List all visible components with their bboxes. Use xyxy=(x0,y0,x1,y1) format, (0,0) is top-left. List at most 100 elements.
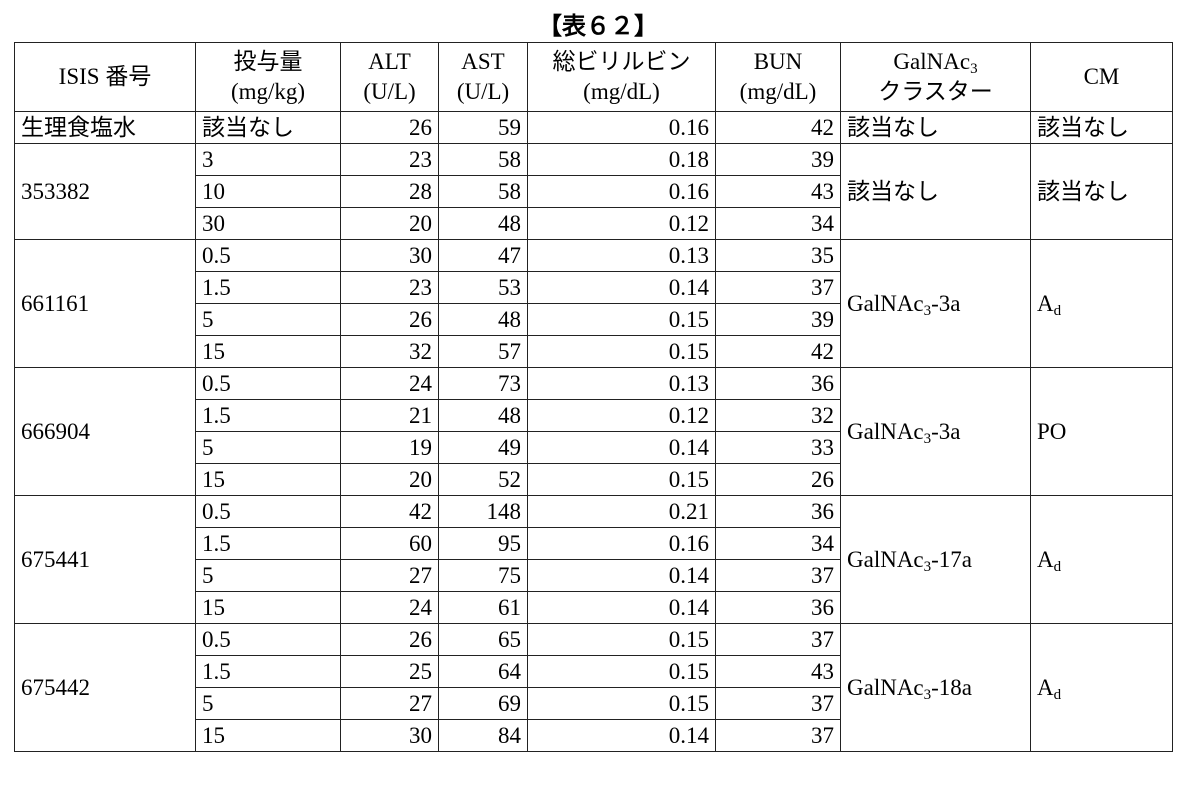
cell-text: 15 xyxy=(202,723,225,748)
cell-text: 28 xyxy=(409,179,432,204)
cluster-cell: GalNAc3-3a xyxy=(841,368,1031,496)
header-cell: GalNAc3クラスター xyxy=(841,43,1031,112)
cm-cell: Ad xyxy=(1031,240,1173,368)
value-cell: 59 xyxy=(439,112,528,144)
value-cell: 0.15 xyxy=(528,304,716,336)
dose-cell: 15 xyxy=(196,336,341,368)
value-cell: 95 xyxy=(439,528,528,560)
subscript: 3 xyxy=(970,61,978,77)
cell-text: 5 xyxy=(202,435,214,460)
value-cell: 58 xyxy=(439,144,528,176)
cell-text: 0.16 xyxy=(669,531,709,556)
cell-text: CM xyxy=(1084,64,1120,89)
subscript: d xyxy=(1054,687,1062,703)
value-cell: 0.16 xyxy=(528,176,716,208)
table-row: 6754410.5421480.2136GalNAc3-17aAd xyxy=(15,496,1173,528)
header-cell: CM xyxy=(1031,43,1173,112)
cell-text: 0.15 xyxy=(669,659,709,684)
dose-cell: 5 xyxy=(196,688,341,720)
dose-cell: 1.5 xyxy=(196,656,341,688)
subscript: d xyxy=(1054,303,1062,319)
cell-text: 49 xyxy=(498,435,521,460)
cell-text: 675442 xyxy=(21,675,90,700)
cell-text: 1.5 xyxy=(202,275,231,300)
value-cell: 27 xyxy=(341,688,439,720)
cell-text: 30 xyxy=(409,723,432,748)
text-part: -3a xyxy=(931,291,960,316)
cell-text: 20 xyxy=(409,467,432,492)
cell-text: 0.14 xyxy=(669,595,709,620)
cell-text: 0.5 xyxy=(202,627,231,652)
cell-text: 0.12 xyxy=(669,403,709,428)
cell-text: 26 xyxy=(409,307,432,332)
cluster-cell: GalNAc3-3a xyxy=(841,240,1031,368)
cell-text: 0.14 xyxy=(669,275,709,300)
cell-text: 0.14 xyxy=(669,723,709,748)
cell-text: 75 xyxy=(498,563,521,588)
value-cell: 37 xyxy=(716,720,841,752)
cell-text: 投与量 xyxy=(234,49,303,74)
cell-text: PO xyxy=(1037,419,1066,444)
cell-text: 26 xyxy=(409,115,432,140)
value-cell: 37 xyxy=(716,688,841,720)
cell-text: 95 xyxy=(498,531,521,556)
dose-cell: 15 xyxy=(196,592,341,624)
cell-text: 0.15 xyxy=(669,339,709,364)
value-cell: 61 xyxy=(439,592,528,624)
cell-text: 353382 xyxy=(21,179,90,204)
cell-text: 48 xyxy=(498,403,521,428)
cell-text: 52 xyxy=(498,467,521,492)
cell-text: 30 xyxy=(409,243,432,268)
cell-text: 42 xyxy=(811,339,834,364)
dose-cell: 0.5 xyxy=(196,496,341,528)
cell-text: 15 xyxy=(202,595,225,620)
cell-text: 0.13 xyxy=(669,243,709,268)
header-cell: AST(U/L) xyxy=(439,43,528,112)
cell-text: 5 xyxy=(202,691,214,716)
cell-text: 58 xyxy=(498,179,521,204)
table-row: 生理食塩水該当なし26590.1642該当なし該当なし xyxy=(15,112,1173,144)
dose-cell: 5 xyxy=(196,304,341,336)
cell-text: 生理食塩水 xyxy=(21,115,136,140)
value-cell: 42 xyxy=(716,112,841,144)
cell-text: 0.13 xyxy=(669,371,709,396)
dose-cell: 5 xyxy=(196,432,341,464)
table-row: 6669040.524730.1336GalNAc3-3aPO xyxy=(15,368,1173,400)
value-cell: 36 xyxy=(716,496,841,528)
cell-text: AST xyxy=(461,49,504,74)
cell-text: 総ビリルビン xyxy=(553,49,691,74)
dose-cell: 15 xyxy=(196,720,341,752)
text-part: GalNAc xyxy=(847,419,924,444)
value-cell: 73 xyxy=(439,368,528,400)
cell-text: 37 xyxy=(811,563,834,588)
value-cell: 48 xyxy=(439,304,528,336)
cell-text: 該当なし xyxy=(1037,179,1129,204)
value-cell: 39 xyxy=(716,144,841,176)
text-part: -3a xyxy=(931,419,960,444)
text-part: GalNAc xyxy=(847,547,924,572)
cell-text: 15 xyxy=(202,467,225,492)
dose-cell: 3 xyxy=(196,144,341,176)
cell-text: 0.15 xyxy=(669,307,709,332)
value-cell: 0.18 xyxy=(528,144,716,176)
value-cell: 0.14 xyxy=(528,592,716,624)
cell-text: 0.5 xyxy=(202,499,231,524)
dose-cell: 1.5 xyxy=(196,272,341,304)
cell-text: (mg/dL) xyxy=(740,79,817,104)
value-cell: 58 xyxy=(439,176,528,208)
value-cell: 20 xyxy=(341,464,439,496)
value-cell: 37 xyxy=(716,560,841,592)
value-cell: 42 xyxy=(716,336,841,368)
value-cell: 35 xyxy=(716,240,841,272)
cluster-cell: 該当なし xyxy=(841,144,1031,240)
value-cell: 36 xyxy=(716,368,841,400)
cell-text: 43 xyxy=(811,179,834,204)
header-cell: BUN(mg/dL) xyxy=(716,43,841,112)
cell-text: 20 xyxy=(409,211,432,236)
cm-cell: Ad xyxy=(1031,624,1173,752)
cell-text: (U/L) xyxy=(363,79,415,104)
cell-text: 36 xyxy=(811,499,834,524)
cell-text: 0.15 xyxy=(669,691,709,716)
